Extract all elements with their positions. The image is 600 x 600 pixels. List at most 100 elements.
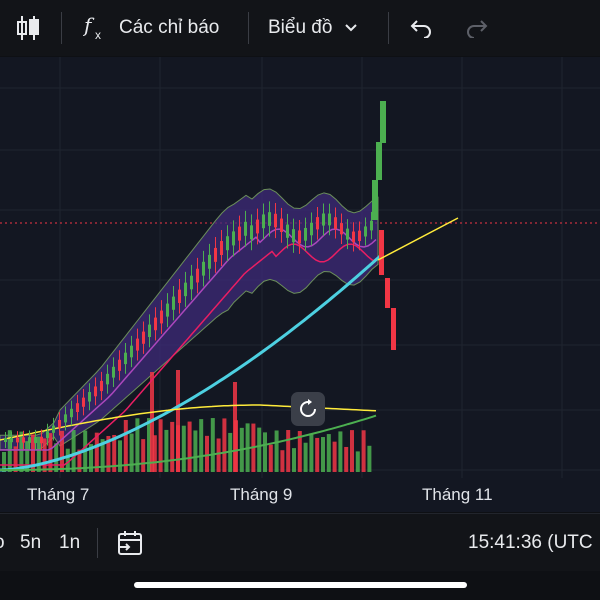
volume-bar <box>367 445 372 472</box>
candle-body <box>52 425 55 433</box>
bottom-toolbar: o 5n 1n 15:41:36 (UTC <box>0 513 600 571</box>
candle-body <box>10 437 13 443</box>
reset-chart-button[interactable] <box>291 392 325 426</box>
candle-body <box>184 282 187 297</box>
candle-body <box>64 414 67 423</box>
volume-bar <box>280 450 285 472</box>
candle-body <box>214 247 217 262</box>
go-to-date-icon[interactable] <box>116 514 144 572</box>
x-tick-label: Tháng 11 <box>422 485 493 504</box>
volume-bar <box>129 433 134 472</box>
volume-bar <box>303 442 308 472</box>
volume-bar <box>152 435 157 472</box>
candle-body <box>376 142 382 180</box>
volume-bar <box>176 370 180 472</box>
volume-bar <box>274 430 279 472</box>
trend-line <box>377 217 459 261</box>
candle-body <box>46 431 49 439</box>
candle-body <box>166 303 169 317</box>
candle-body <box>370 220 373 231</box>
candlestick-icon[interactable] <box>16 0 40 56</box>
volume-bar <box>100 439 105 472</box>
candle-body <box>358 230 361 242</box>
volume-bar <box>2 452 6 472</box>
candle-body <box>352 231 355 243</box>
interval-5d-button[interactable]: 5n <box>20 514 41 572</box>
candle-body <box>196 268 199 283</box>
volume-bar <box>31 434 35 472</box>
volume-bar <box>123 419 128 472</box>
trend-line-segment <box>377 217 459 261</box>
moving-averages <box>0 228 382 472</box>
volume-bar <box>112 434 117 472</box>
candle-body <box>385 278 390 308</box>
volume-bar <box>147 418 151 472</box>
toolbar-divider <box>61 12 62 44</box>
candle-body <box>106 373 109 385</box>
volume-bar <box>315 437 320 472</box>
candle-body <box>226 236 229 251</box>
candle-body <box>286 224 289 238</box>
volume-bar <box>321 437 325 472</box>
function-icon: f x <box>83 14 107 42</box>
clock-timezone[interactable]: 15:41:36 (UTC <box>468 514 593 572</box>
volume-bar <box>158 419 163 472</box>
redo-icon[interactable] <box>466 0 488 56</box>
indicators-label: Các chỉ báo <box>119 17 220 38</box>
chart-type-label: Biểu đồ <box>268 17 333 38</box>
home-indicator[interactable] <box>134 582 467 588</box>
volume-bar <box>233 382 237 472</box>
candle-body <box>244 221 247 236</box>
volume-bar <box>205 435 209 472</box>
volume-bar <box>297 431 302 472</box>
volume-bar <box>210 418 215 472</box>
candle-body <box>4 438 7 442</box>
candle-body <box>160 310 163 324</box>
chart-canvas[interactable] <box>0 57 600 478</box>
reset-icon <box>298 399 318 419</box>
candle-body <box>76 403 79 412</box>
candle-body <box>380 101 386 143</box>
volume-bar <box>292 448 296 472</box>
svg-text:x: x <box>95 28 101 42</box>
volume-bar <box>216 438 221 472</box>
volume-bar <box>170 421 175 472</box>
candlesticks <box>4 101 396 451</box>
candle-body <box>232 231 235 246</box>
candle-body <box>268 212 271 226</box>
volume-bar <box>94 432 99 472</box>
volume-bar <box>181 425 186 472</box>
candle-body <box>88 392 91 402</box>
candle-body <box>136 338 139 351</box>
volume-bar <box>48 433 53 472</box>
volume-bar <box>338 431 343 472</box>
candle-body <box>16 437 19 443</box>
interval-partial[interactable]: o <box>0 514 6 572</box>
candle-body <box>148 324 151 338</box>
volume-bar <box>350 430 354 472</box>
interval-1d-button[interactable]: 1n <box>59 514 80 572</box>
candle-body <box>202 261 205 276</box>
candle-body <box>22 437 25 443</box>
volume-bar <box>361 430 366 472</box>
volume-bar <box>193 430 198 472</box>
candle-body <box>298 230 301 244</box>
volume-bar <box>222 418 227 472</box>
candle-body <box>262 214 265 229</box>
candle-body <box>178 289 181 303</box>
price-chart[interactable] <box>0 57 600 511</box>
candle-body <box>154 317 157 331</box>
candle-body <box>304 227 307 241</box>
svg-text:f: f <box>83 14 95 37</box>
candle-body <box>100 380 103 392</box>
volume-bar <box>19 431 24 472</box>
volume-bar <box>42 438 47 472</box>
volume-bar <box>257 427 262 472</box>
candle-body <box>346 228 349 240</box>
chart-type-dropdown[interactable]: Biểu đồ <box>268 0 358 56</box>
candle-body <box>322 213 325 226</box>
undo-icon[interactable] <box>410 0 432 56</box>
indicators-button[interactable]: f x Các chỉ báo <box>83 0 219 56</box>
candle-body <box>58 419 61 428</box>
candle-body <box>40 436 43 444</box>
